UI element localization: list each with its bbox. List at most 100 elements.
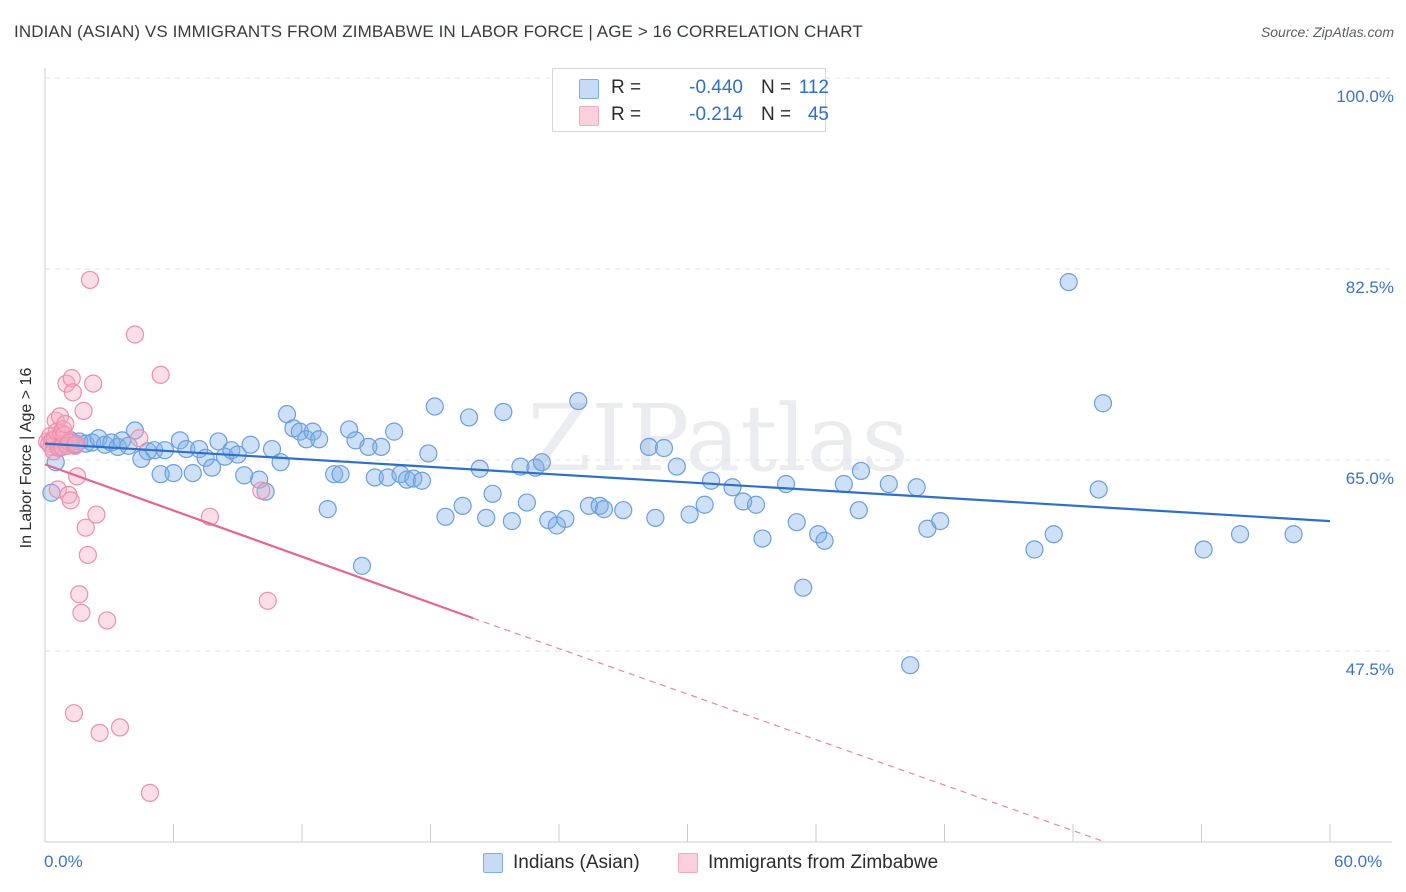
data-point bbox=[1194, 540, 1213, 559]
data-point bbox=[907, 478, 926, 497]
data-point bbox=[849, 501, 868, 520]
data-point bbox=[701, 471, 721, 490]
data-point bbox=[74, 401, 93, 420]
legend-r-label: R = bbox=[611, 104, 642, 125]
data-point bbox=[436, 507, 455, 526]
data-point bbox=[502, 512, 521, 531]
y-tick-label: 65.0% bbox=[1345, 469, 1394, 488]
chart-title: INDIAN (ASIAN) VS IMMIGRANTS FROM ZIMBAB… bbox=[14, 22, 863, 41]
watermark: ZIPatlas bbox=[527, 385, 908, 492]
data-point bbox=[80, 270, 100, 290]
data-point bbox=[297, 430, 316, 449]
data-point bbox=[776, 474, 796, 494]
data-point bbox=[48, 480, 67, 499]
data-point bbox=[646, 508, 665, 527]
data-point bbox=[1093, 394, 1113, 413]
data-point bbox=[425, 397, 444, 416]
data-point bbox=[365, 468, 384, 487]
data-point bbox=[331, 465, 350, 484]
legend-label: Immigrants from Zimbabwe bbox=[708, 852, 939, 873]
y-axis-label: In Labor Force | Age > 16 bbox=[18, 367, 35, 549]
data-point bbox=[1230, 525, 1250, 544]
data-point bbox=[723, 478, 742, 497]
legend-n-value: 112 bbox=[798, 77, 829, 98]
data-point bbox=[511, 457, 530, 476]
data-point bbox=[56, 414, 75, 434]
data-point bbox=[61, 491, 80, 510]
source-label: Source: ZipAtlas.com bbox=[1260, 24, 1394, 40]
gridlines bbox=[45, 77, 1392, 652]
trend-lines bbox=[44, 442, 1331, 843]
legend-label: Indians (Asian) bbox=[513, 852, 640, 873]
data-point bbox=[64, 704, 84, 723]
data-point bbox=[60, 433, 79, 452]
data-point bbox=[901, 656, 920, 675]
data-point bbox=[340, 420, 359, 439]
data-point bbox=[594, 500, 614, 519]
data-point bbox=[579, 496, 599, 515]
data-point bbox=[569, 391, 588, 411]
data-point bbox=[87, 505, 106, 524]
legend-n-value: 45 bbox=[807, 104, 829, 125]
data-point bbox=[639, 437, 659, 457]
data-point bbox=[494, 402, 513, 422]
data-point bbox=[787, 513, 806, 532]
data-point bbox=[303, 422, 322, 441]
data-point bbox=[241, 435, 260, 454]
data-point bbox=[1025, 540, 1044, 559]
trend-line-extension bbox=[473, 617, 1106, 843]
data-point bbox=[654, 438, 674, 458]
x-tick-label-min: 0.0% bbox=[44, 852, 83, 871]
data-point bbox=[359, 437, 378, 457]
legend-swatch-pink bbox=[579, 106, 599, 126]
data-point bbox=[271, 453, 290, 472]
data-point bbox=[110, 718, 130, 737]
data-point bbox=[1284, 525, 1303, 544]
data-point bbox=[310, 430, 329, 449]
data-point bbox=[695, 495, 714, 514]
data-point bbox=[125, 325, 145, 344]
data-point bbox=[72, 603, 91, 622]
data-point bbox=[164, 463, 183, 483]
data-point bbox=[140, 783, 160, 802]
data-point bbox=[151, 465, 170, 484]
data-point bbox=[483, 484, 502, 503]
data-point bbox=[318, 500, 337, 519]
data-point bbox=[879, 474, 898, 494]
data-point bbox=[78, 545, 97, 565]
data-point bbox=[667, 457, 686, 476]
series-indians-asian bbox=[42, 272, 1303, 675]
data-point bbox=[931, 512, 950, 531]
data-point bbox=[453, 496, 472, 515]
data-point bbox=[815, 531, 834, 550]
data-point bbox=[477, 508, 496, 527]
data-point bbox=[746, 495, 766, 514]
data-point bbox=[63, 383, 82, 402]
legend-swatch-blue bbox=[579, 79, 599, 99]
stats-legend: R = -0.440 N = 112 R = -0.214 N = 45 bbox=[552, 68, 829, 132]
axes bbox=[44, 68, 1392, 843]
data-point bbox=[183, 463, 202, 483]
data-point bbox=[412, 471, 432, 490]
y-tick-label: 100.0% bbox=[1336, 87, 1394, 106]
data-point bbox=[851, 461, 871, 481]
trend-line bbox=[44, 442, 1331, 523]
series-immigrants-zimbabwe bbox=[38, 270, 277, 802]
data-point bbox=[372, 437, 391, 457]
data-point bbox=[290, 422, 309, 441]
data-point bbox=[98, 611, 117, 630]
data-point bbox=[90, 723, 109, 742]
data-point bbox=[680, 505, 699, 524]
data-point bbox=[325, 465, 344, 484]
data-point bbox=[209, 432, 228, 451]
legend-n-label: N = bbox=[761, 77, 792, 98]
data-point bbox=[459, 408, 479, 427]
data-point bbox=[794, 578, 813, 597]
data-point bbox=[397, 470, 417, 489]
trend-line bbox=[44, 463, 474, 620]
data-point bbox=[76, 518, 95, 537]
data-point bbox=[1089, 480, 1108, 499]
data-point bbox=[384, 422, 404, 441]
legend-r-label: R = bbox=[611, 77, 642, 98]
